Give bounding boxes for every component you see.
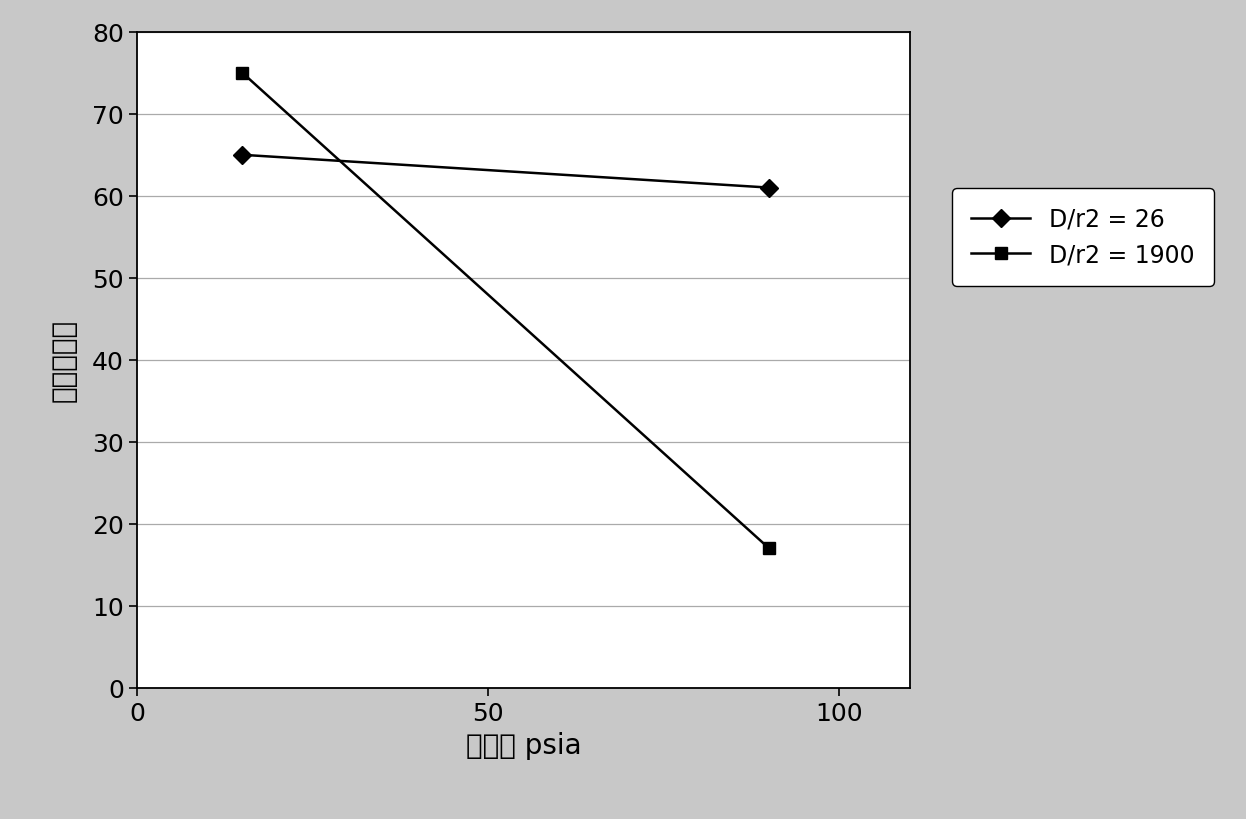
Legend: D/r2 = 26, D/r2 = 1900: D/r2 = 26, D/r2 = 1900 — [952, 188, 1214, 286]
D/r2 = 26 — [761, 183, 776, 193]
X-axis label: 压力， psia: 压力， psia — [466, 731, 581, 758]
D/r2 = 1900 — [235, 69, 250, 79]
Line: D/r2 = 1900: D/r2 = 1900 — [237, 67, 775, 555]
Y-axis label: 烯烃选择性: 烯烃选择性 — [50, 319, 78, 402]
D/r2 = 26 — [235, 151, 250, 161]
Line: D/r2 = 26: D/r2 = 26 — [237, 149, 775, 195]
D/r2 = 1900 — [761, 544, 776, 554]
